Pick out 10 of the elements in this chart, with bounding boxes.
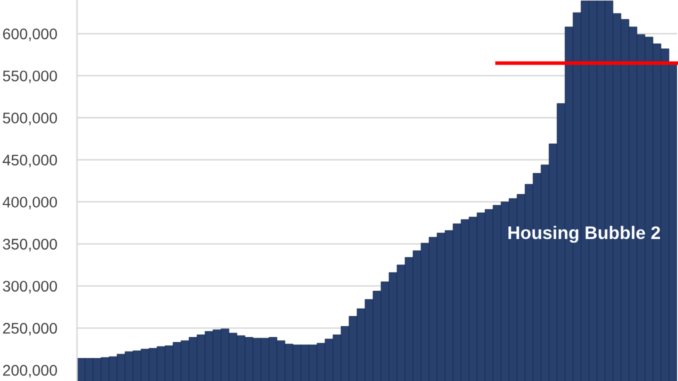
y-tick-label: 550,000	[2, 70, 57, 84]
annotation: Housing Bubble 2	[508, 226, 660, 243]
y-tick-label: 300,000	[2, 280, 57, 294]
y-tick-label: 450,000	[2, 154, 57, 168]
y-tick-label: 250,000	[3, 322, 57, 336]
y-tick-label: 350,000	[2, 238, 57, 252]
y-tick-label: 600,000	[3, 28, 57, 42]
y-tick-label: 200,000	[3, 364, 57, 378]
y-tick-label: 400,000	[2, 196, 57, 210]
y-tick-label: 500,000	[2, 112, 57, 126]
